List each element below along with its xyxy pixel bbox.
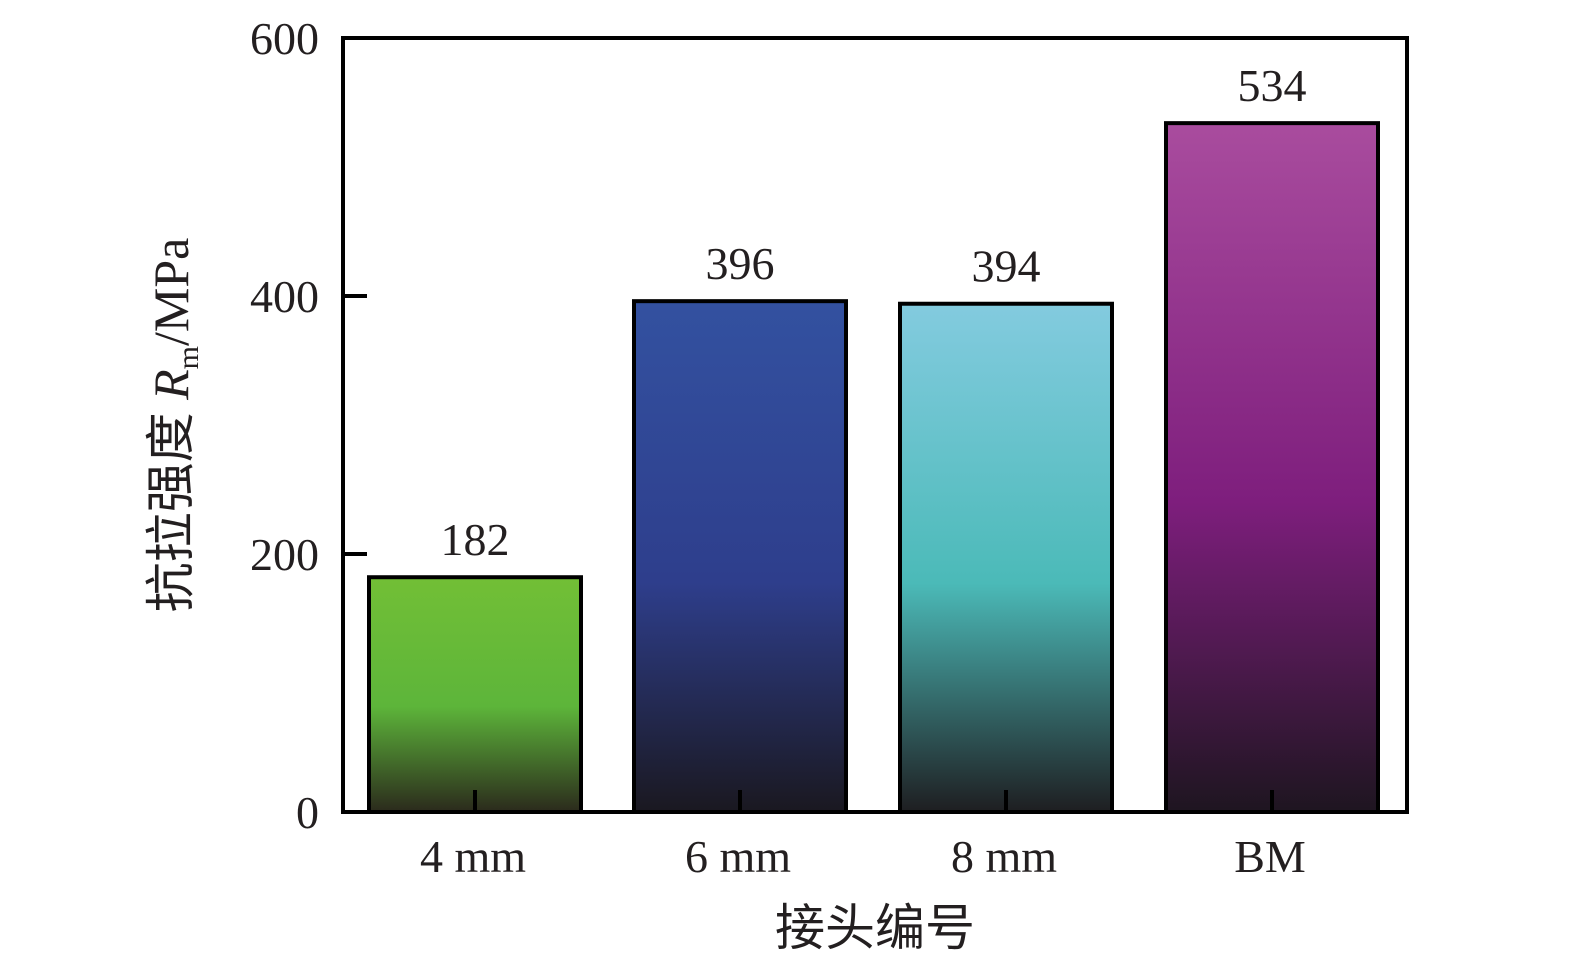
y-tick-label: 0 (296, 787, 319, 838)
bar-value-label: 534 (1238, 60, 1307, 111)
y-tick-label: 600 (250, 13, 319, 64)
bar-8-mm (898, 301, 1114, 814)
bar-value-label: 182 (441, 514, 510, 565)
y-tick-label: 200 (250, 529, 319, 580)
bars-layer (367, 121, 1380, 814)
y-axis: 0 200 400 600 (250, 13, 367, 838)
bar-value-label: 396 (706, 238, 775, 289)
x-tick-label: 4 mm (420, 831, 526, 882)
bar-4-mm (367, 575, 583, 814)
plot-frame (341, 36, 1409, 814)
x-axis: 4 mm 6 mm 8 mm BM (420, 790, 1306, 882)
bar-labels-layer: 182 396 394 534 (441, 60, 1307, 565)
x-axis-title: 接头编号 (775, 900, 975, 956)
bar-value-label: 394 (972, 241, 1041, 292)
x-tick-label: 6 mm (685, 831, 791, 882)
bar-6-mm (632, 299, 848, 814)
x-tick-label: 8 mm (951, 831, 1057, 882)
y-axis-title: 抗拉强度 Rm/MPa (143, 238, 205, 613)
x-tick-label: BM (1234, 831, 1306, 882)
y-tick-label: 400 (250, 271, 319, 322)
bar-bm (1164, 121, 1380, 814)
